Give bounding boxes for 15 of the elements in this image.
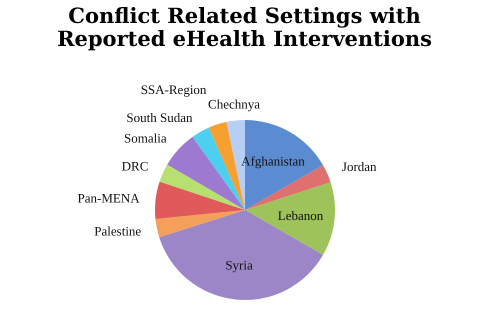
slice-label: South Sudan xyxy=(126,110,193,125)
pie-slice xyxy=(155,210,245,238)
chart-title: Conflict Related Settings with Reported eHealth Interventions xyxy=(57,3,432,51)
slice-label: Palestine xyxy=(94,223,142,238)
slice-label: Pan-MENA xyxy=(78,190,140,206)
pie-slice xyxy=(245,182,335,255)
slice-label: Lebanon xyxy=(278,208,324,223)
slice-label: DRC xyxy=(122,158,148,174)
slice-label: Chechnya xyxy=(208,96,260,112)
slice-label: Syria xyxy=(225,257,253,272)
slice-label: Afghanistan xyxy=(241,154,306,169)
slice-label: Somalia xyxy=(124,130,167,146)
pie-slice xyxy=(155,182,245,220)
slice-label: Jordan xyxy=(342,158,378,174)
slice-label: SSA-Region xyxy=(140,82,207,98)
